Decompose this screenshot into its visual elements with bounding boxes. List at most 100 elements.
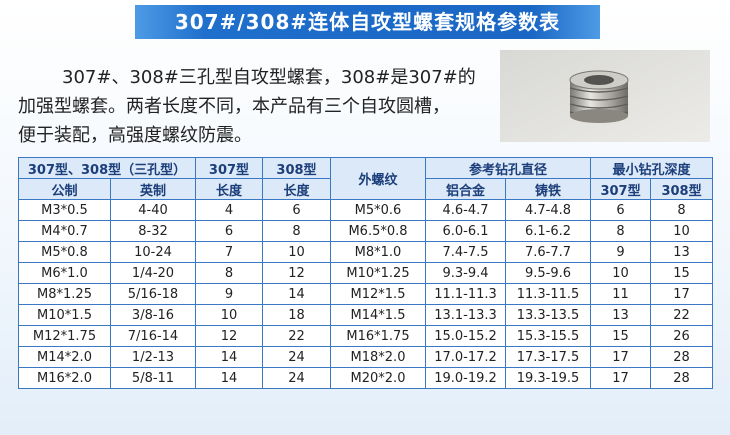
- header-cell: 307型: [195, 157, 263, 179]
- table-cell: 11: [590, 283, 652, 305]
- table-cell: M12*1.75: [18, 325, 111, 347]
- table-row: M6*1.0 1/4-20 8 12 M10*1.25 9.3-9.4 9.5-9.6 10 1…: [18, 262, 714, 284]
- table-cell: 13: [650, 241, 714, 263]
- table-cell: 7.4-7.5: [425, 241, 506, 263]
- table-cell: 7: [195, 241, 263, 263]
- table-cell: 17: [590, 346, 652, 368]
- table-cell: 13: [590, 304, 652, 326]
- table-cell: 13.3-13.5: [504, 304, 592, 326]
- header-cell: 铝合金: [425, 178, 506, 200]
- table-cell: 26: [650, 325, 714, 347]
- table-cell: 6: [195, 220, 263, 242]
- header-cell: 307型、308型（三孔型）: [18, 157, 196, 179]
- table-cell: 7/16-14: [110, 325, 196, 347]
- table-cell: 9.5-9.6: [504, 262, 592, 284]
- table-cell: 17.3-17.5: [504, 346, 592, 368]
- table-row: M16*2.0 5/8-11 14 24 M20*2.0 19.0-19.2 19.3-19…: [18, 367, 714, 389]
- table-cell: M8*1.0: [330, 241, 426, 263]
- table-cell: M10*1.25: [330, 262, 426, 284]
- title-banner: 307#/308#连体自攻型螺套规格参数表: [135, 5, 600, 39]
- table-cell: M10*1.5: [18, 304, 111, 326]
- table-cell: 24: [262, 367, 331, 389]
- table-cell: M3*0.5: [18, 199, 111, 221]
- table-cell: M6.5*0.8: [330, 220, 426, 242]
- header-cell: 308型: [650, 178, 714, 200]
- table-cell: 24: [262, 346, 331, 368]
- table-cell: 14: [195, 346, 263, 368]
- table-cell: 3/8-16: [110, 304, 196, 326]
- table-cell: 8: [195, 262, 263, 284]
- table-cell: M5*0.6: [330, 199, 426, 221]
- table-cell: 18: [262, 304, 331, 326]
- table-cell: 8: [262, 220, 331, 242]
- table-cell: 10: [650, 220, 714, 242]
- table-cell: 8: [590, 220, 652, 242]
- table-cell: 10: [195, 304, 263, 326]
- header-cell: 长度: [262, 178, 331, 200]
- table-cell: 6.1-6.2: [504, 220, 592, 242]
- table-row: M12*1.75 7/16-14 12 22 M16*1.75 15.0-15.2 15.3…: [18, 325, 714, 347]
- header-cell: 长度: [195, 178, 263, 200]
- table-cell: M12*1.5: [330, 283, 426, 305]
- table-cell: 28: [650, 367, 714, 389]
- table-cell: 17: [650, 283, 714, 305]
- table-cell: 5/8-11: [110, 367, 196, 389]
- table-row: M3*0.5 4-40 4 6 M5*0.6 4.6-4.7 4.7-4.8 6 8: [18, 199, 714, 221]
- table-cell: 12: [195, 325, 263, 347]
- header-cell: 外螺纹: [330, 157, 426, 200]
- table-row: M5*0.8 10-24 7 10 M8*1.0 7.4-7.5 7.6-7.7 9 13: [18, 241, 714, 263]
- table-cell: 14: [262, 283, 331, 305]
- header-cell: 308型: [262, 157, 331, 179]
- table-cell: 6: [590, 199, 652, 221]
- header-cell: 公制: [18, 178, 111, 200]
- table-row: M8*1.25 5/16-18 9 14 M12*1.5 11.1-11.3 11.3-11…: [18, 283, 714, 305]
- header-cell: 最小钻孔深度: [590, 157, 714, 179]
- header-cell: 铸铁: [504, 178, 592, 200]
- table-cell: 11.1-11.3: [425, 283, 506, 305]
- table-cell: M16*1.75: [330, 325, 426, 347]
- table-row: M10*1.5 3/8-16 10 18 M14*1.5 13.1-13.3 13.3-13…: [18, 304, 714, 326]
- table-cell: M20*2.0: [330, 367, 426, 389]
- table-cell: M18*2.0: [330, 346, 426, 368]
- header-cell: 参考钻孔直径: [424, 157, 592, 179]
- table-cell: M8*1.25: [18, 283, 111, 305]
- table-cell: 28: [650, 346, 714, 368]
- table-cell: 22: [650, 304, 714, 326]
- table-cell: 17: [590, 367, 652, 389]
- table-cell: 8: [650, 199, 714, 221]
- table-cell: M16*2.0: [18, 367, 111, 389]
- table-cell: 9.3-9.4: [425, 262, 506, 284]
- table-cell: 15: [590, 325, 652, 347]
- table-row: M4*0.7 8-32 6 8 M6.5*0.8 6.0-6.1 6.1-6.2 8 10: [18, 220, 714, 242]
- table-row: 307型、308型（三孔型） 307型 308型 外螺纹 参考钻孔直径 最小钻孔深度: [18, 157, 714, 200]
- table-cell: 22: [262, 325, 331, 347]
- table-cell: 17.0-17.2: [425, 346, 506, 368]
- table-cell: 12: [262, 262, 331, 284]
- intro-line: 便于装配，高强度螺纹防震。: [18, 125, 252, 146]
- table-cell: 8-32: [110, 220, 196, 242]
- table-cell: 4: [195, 199, 263, 221]
- intro-line: 加强型螺套。两者长度不同，本产品有三个自攻圆槽，: [18, 96, 450, 117]
- table-cell: 4.7-4.8: [504, 199, 592, 221]
- table-cell: 1/4-20: [110, 262, 196, 284]
- table-cell: M14*1.5: [330, 304, 426, 326]
- product-photo: [500, 50, 710, 142]
- table-cell: 4-40: [110, 199, 196, 221]
- table-cell: 6.0-6.1: [425, 220, 506, 242]
- table-cell: M6*1.0: [18, 262, 111, 284]
- table-cell: 11.3-11.5: [504, 283, 592, 305]
- table-cell: 10: [262, 241, 331, 263]
- table-cell: M5*0.8: [18, 241, 111, 263]
- table-cell: 6: [262, 199, 331, 221]
- table-cell: M14*2.0: [18, 346, 111, 368]
- header-cell: 307型: [590, 178, 652, 200]
- table-cell: 15.3-15.5: [504, 325, 592, 347]
- table-cell: 10: [590, 262, 652, 284]
- intro-line: 307#、308#三孔型自攻型螺套，308#是307#的: [62, 67, 476, 88]
- table-cell: 9: [590, 241, 652, 263]
- table-cell: 13.1-13.3: [425, 304, 506, 326]
- spec-table: 307型、308型（三孔型） 307型 308型 外螺纹 参考钻孔直径 最小钻孔深度 公制英…: [18, 157, 714, 389]
- table-cell: 10-24: [110, 241, 196, 263]
- table-cell: 15: [650, 262, 714, 284]
